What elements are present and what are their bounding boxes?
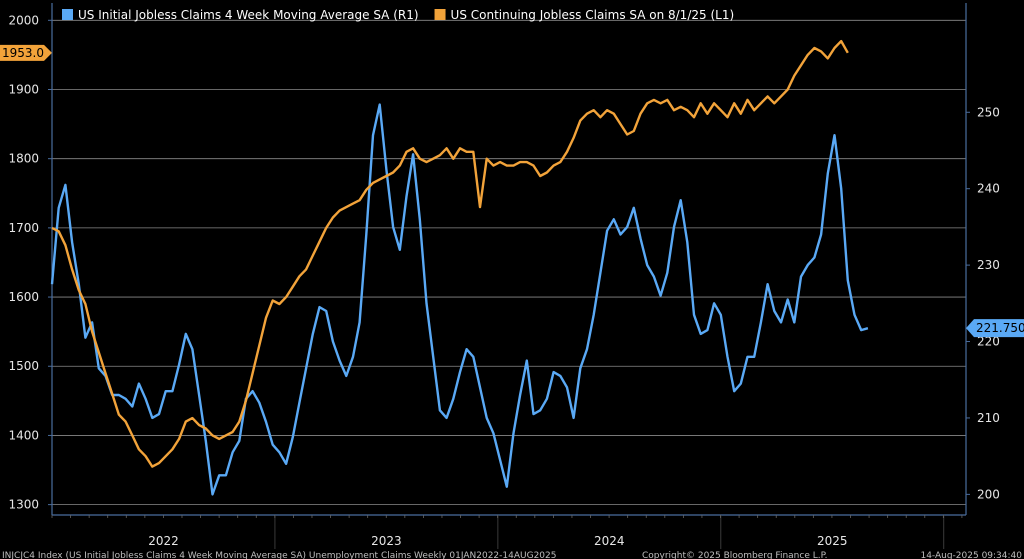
- axes: 2000 1900 1800 1700 1600 1500 1400 1300 250 240 23…: [0, 3, 1024, 549]
- legend-swatch-0: [62, 9, 73, 20]
- right-tick-label-200: 200: [977, 487, 1000, 501]
- grid-lines: [52, 19, 966, 506]
- series-line-continuing-claims: [51, 39, 849, 468]
- legend-swatch-1: [434, 9, 446, 20]
- left-tick-label-1500: 1500: [8, 359, 39, 373]
- footer-copyright: Copyright© 2025 Bloomberg Finance L.P.: [642, 551, 827, 559]
- x-tick-label-2023: 2023: [371, 534, 402, 548]
- legend-label-1: US Continuing Jobless Claims SA on 8/1/2…: [451, 8, 735, 22]
- left-tick-label-1800: 1800: [8, 152, 39, 166]
- footer-source: INJCJC4 Index (US Initial Jobless Claims…: [2, 551, 556, 559]
- left-tick-label-1700: 1700: [8, 221, 39, 235]
- footer: INJCJC4 Index (US Initial Jobless Claims…: [2, 551, 1022, 559]
- last-value-label-right: 221.750: [976, 321, 1024, 335]
- right-tick-label-230: 230: [977, 258, 1000, 272]
- x-tick-label-2022: 2022: [148, 534, 179, 548]
- legend-label-0: US Initial Jobless Claims 4 Week Moving …: [78, 8, 419, 22]
- right-tick-label-210: 210: [977, 411, 1000, 425]
- last-value-tag-left: [0, 44, 52, 61]
- last-value-tag-right: [966, 319, 1024, 338]
- left-tick-label-1300: 1300: [8, 498, 39, 512]
- x-tick-label-2025: 2025: [817, 534, 848, 548]
- series-line-initial-claims: [50, 103, 869, 496]
- left-tick-label-1900: 1900: [8, 82, 39, 96]
- legend: US Initial Jobless Claims 4 Week Moving …: [62, 8, 734, 22]
- left-tick-label-1600: 1600: [8, 290, 39, 304]
- x-tick-label-2024: 2024: [594, 534, 625, 548]
- right-tick-label-220: 220: [977, 335, 1000, 349]
- last-value-label-left: 1953.0: [2, 46, 44, 60]
- left-tick-label-1400: 1400: [8, 428, 39, 442]
- footer-timestamp: 14-Aug-2025 09:34:40: [920, 551, 1022, 559]
- series-lines: [50, 39, 869, 496]
- left-tick-label-2000: 2000: [8, 13, 39, 27]
- right-tick-label-250: 250: [977, 105, 1000, 119]
- right-tick-label-240: 240: [977, 182, 1000, 196]
